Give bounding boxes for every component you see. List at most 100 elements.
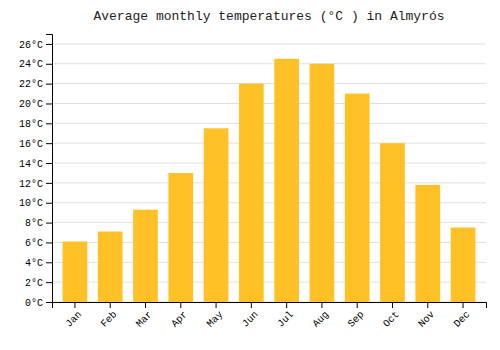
tick-mark: [321, 302, 322, 308]
tick-mark: [46, 143, 52, 144]
grid-line: [52, 103, 486, 104]
axis-line: [46, 35, 53, 303]
tick: Jan: [64, 302, 85, 330]
tick-label: Mar: [134, 309, 155, 330]
chart: 0°C 2°C 4°C 6°C 8°C 10°C 12°C 14°C 16°C 18°C 20°C 2…: [0, 0, 500, 350]
tick-label: Dec: [452, 309, 473, 330]
tick: 10°C: [19, 198, 52, 209]
tick-label: Jul: [275, 309, 296, 330]
tick: Mar: [134, 302, 155, 330]
tick-mark: [46, 103, 52, 104]
tick-mark: [463, 302, 464, 308]
tick: 26°C: [19, 40, 52, 51]
tick-label: Nov: [416, 309, 437, 330]
tick: 18°C: [19, 119, 52, 130]
tick-label: Apr: [169, 309, 190, 330]
tick-label: 2°C: [25, 278, 43, 289]
tick: 8°C: [25, 218, 52, 229]
tick: 0°C: [25, 298, 52, 309]
bar: [415, 185, 440, 302]
tick-mark: [46, 163, 52, 164]
bar: [133, 210, 158, 302]
tick: Nov: [416, 302, 437, 330]
bar: [451, 228, 476, 302]
tick-mark: [46, 64, 52, 65]
tick: Jun: [240, 302, 261, 330]
tick-mark: [251, 302, 252, 308]
tick-label: 20°C: [19, 99, 43, 110]
tick-mark: [46, 44, 52, 45]
bars: [63, 59, 476, 302]
tick-label: 22°C: [19, 79, 43, 90]
axis-line: [53, 303, 487, 309]
grid-line: [52, 163, 486, 164]
tick: Sep: [346, 302, 367, 330]
tick: 22°C: [19, 79, 52, 90]
tick-mark: [145, 302, 146, 308]
tick-label: 24°C: [19, 59, 43, 70]
tick-label: 0°C: [25, 298, 43, 309]
grid: [52, 44, 486, 302]
title: Average monthly temperatures (°C ) in Al…: [93, 9, 444, 24]
tick-mark: [46, 123, 52, 124]
tick-mark: [357, 302, 358, 308]
tick-label: 8°C: [25, 218, 43, 229]
bar: [274, 59, 299, 302]
tick-mark: [180, 302, 181, 308]
bar: [345, 94, 370, 302]
tick-label: Aug: [311, 309, 332, 330]
tick-mark: [46, 203, 52, 204]
tick-mark: [110, 302, 111, 308]
bar: [204, 128, 229, 302]
tick-mark: [46, 183, 52, 184]
grid-line: [52, 123, 486, 124]
tick-label: 18°C: [19, 119, 43, 130]
tick-label: Sep: [346, 309, 367, 330]
tick-label: 4°C: [25, 258, 43, 269]
tick-mark: [427, 302, 428, 308]
tick: 6°C: [25, 238, 52, 249]
y-axis: 0°C 2°C 4°C 6°C 8°C 10°C 12°C 14°C 16°C 18°C 20°C 2…: [19, 35, 53, 309]
plot-area: 0°C 2°C 4°C 6°C 8°C 10°C 12°C 14°C 16°C 18°C 20°C 2…: [19, 35, 487, 330]
tick-label: 16°C: [19, 139, 43, 150]
tick-label: 26°C: [19, 40, 43, 51]
tick: Jul: [275, 302, 296, 330]
bar: [98, 232, 123, 302]
tick: 14°C: [19, 159, 52, 170]
x-axis: Jan Feb Mar Apr May Jun Jul Aug Sep Oct Nov Dec: [53, 302, 487, 330]
bar: [63, 241, 88, 302]
grid-line: [52, 43, 486, 44]
tick-label: 14°C: [19, 159, 43, 170]
tick-label: Feb: [99, 309, 120, 330]
tick: 4°C: [25, 258, 52, 269]
grid-line: [52, 83, 486, 84]
tick-mark: [286, 302, 287, 308]
tick-mark: [46, 302, 52, 303]
tick: 24°C: [19, 59, 52, 70]
tick-label: Oct: [381, 309, 402, 330]
tick: Aug: [311, 302, 332, 330]
tick: 2°C: [25, 278, 52, 289]
tick-label: Jan: [64, 309, 85, 330]
tick-mark: [46, 262, 52, 263]
tick: 12°C: [19, 179, 52, 190]
tick-mark: [392, 302, 393, 308]
tick-label: 10°C: [19, 198, 43, 209]
tick-label: Jun: [240, 309, 261, 330]
tick-mark: [46, 223, 52, 224]
tick: 20°C: [19, 99, 52, 110]
tick: Apr: [169, 302, 190, 330]
tick-label: May: [205, 309, 226, 330]
bar: [168, 173, 193, 302]
tick-label: 12°C: [19, 179, 43, 190]
grid-line: [52, 182, 486, 183]
tick: Dec: [452, 302, 473, 330]
tick-mark: [74, 302, 75, 308]
bar: [239, 84, 264, 302]
grid-line: [52, 143, 486, 144]
tick-mark: [216, 302, 217, 308]
bar: [380, 143, 405, 302]
tick-label: 6°C: [25, 238, 43, 249]
tick: Oct: [381, 302, 402, 330]
grid-line: [52, 63, 486, 64]
